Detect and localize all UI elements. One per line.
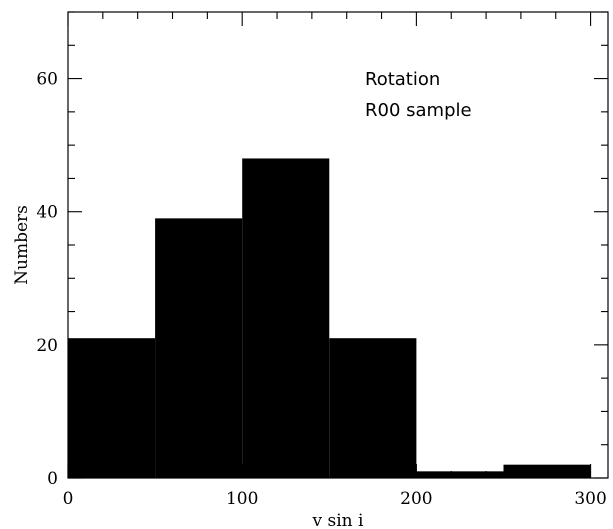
x-tick-label: 300 xyxy=(574,489,606,509)
histogram-bar-3 xyxy=(329,338,417,478)
y-tick-label: 60 xyxy=(36,70,58,90)
x-tick-label: 200 xyxy=(400,489,432,509)
histogram-bar-1 xyxy=(155,218,243,478)
y-tick-labels: 0 20 40 60 xyxy=(36,70,58,489)
y-tick-label: 20 xyxy=(36,336,58,356)
plot-frame xyxy=(67,11,609,479)
y-axis-label: Numbers xyxy=(12,205,32,285)
x-tick-label: 0 xyxy=(63,489,74,509)
histogram-bars xyxy=(68,158,591,478)
y-tick-label: 0 xyxy=(47,469,58,489)
histogram-bar-4 xyxy=(416,471,504,478)
x-tick-labels: 0 100 200 300 xyxy=(63,489,607,509)
histogram-bar-5 xyxy=(503,464,591,478)
histogram-bar-0 xyxy=(68,338,156,478)
y-tick-label: 40 xyxy=(36,203,58,223)
annotation-rotation: Rotation xyxy=(365,69,440,90)
x-tick-label: 100 xyxy=(226,489,258,509)
x-axis-label: v sin i xyxy=(312,511,365,529)
annotation-sample: R00 sample xyxy=(365,100,472,121)
histogram-bar-2 xyxy=(242,158,330,478)
